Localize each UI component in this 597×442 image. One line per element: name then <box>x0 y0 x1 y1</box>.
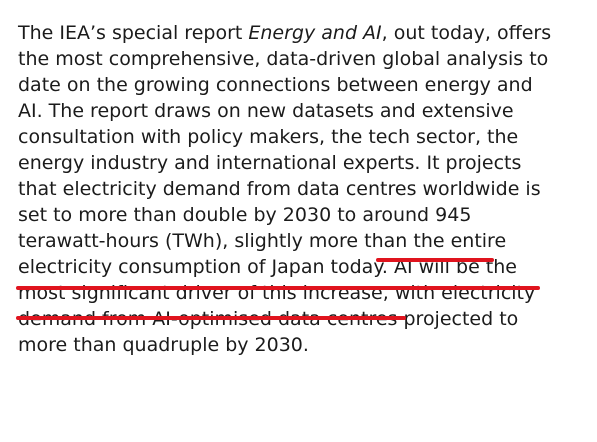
highlighted-text: electricity consumption of Japan today. <box>18 256 388 278</box>
text-line: AI. The report draws on new datasets and… <box>18 100 514 122</box>
text-line: The IEA’s special report Energy and AI, … <box>18 20 588 46</box>
text-line: that electricity demand from data centre… <box>18 178 541 200</box>
article-paragraph: The IEA’s special report Energy and AI, … <box>18 20 588 358</box>
red-underline-mark <box>16 316 406 320</box>
text-segment: , out today, offers <box>381 22 552 44</box>
text-segment: set to more than double by 2030 to <box>18 204 363 226</box>
red-underline-mark <box>376 258 494 262</box>
text-line: terawatt-hours (TWh), slightly more than… <box>18 230 507 252</box>
text-segment: The IEA’s special report <box>18 22 249 44</box>
text-line: more than quadruple by 2030. <box>18 334 309 356</box>
text-line: date on the growing connections between … <box>18 74 533 96</box>
highlighted-text: around 945 <box>362 204 472 226</box>
text-line: consultation with policy makers, the tec… <box>18 126 519 148</box>
text-line: set to more than double by 2030 to aroun… <box>18 202 588 228</box>
text-line: electricity consumption of Japan today. … <box>18 254 588 280</box>
text-line: energy industry and international expert… <box>18 152 522 174</box>
red-underline-mark <box>16 286 540 290</box>
text-line: the most comprehensive, data-driven glob… <box>18 48 549 70</box>
report-title-italic: Energy and AI <box>248 22 382 44</box>
text-line: most significant driver of this increase… <box>18 282 536 304</box>
